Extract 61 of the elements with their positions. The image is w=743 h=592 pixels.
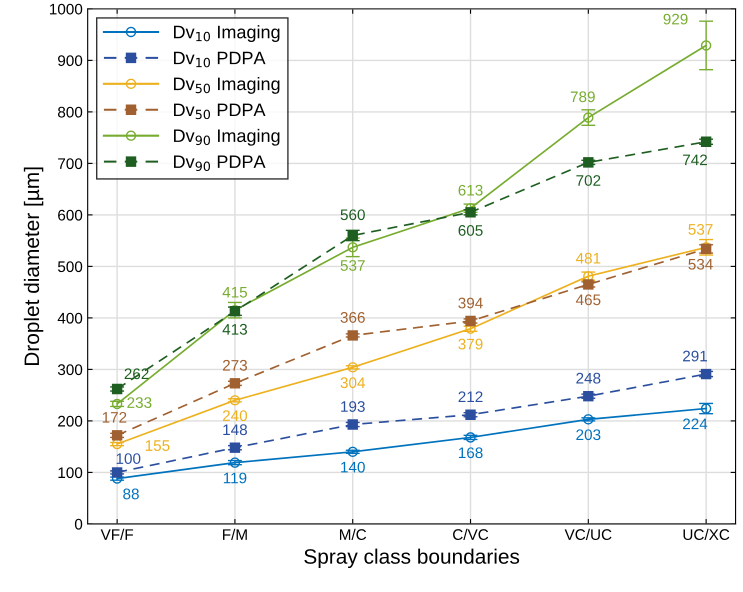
data-label: 379 xyxy=(458,338,483,350)
data-label: 465 xyxy=(576,294,600,306)
data-label: 929 xyxy=(664,14,688,25)
y-tick-label: 1000 xyxy=(50,4,82,15)
data-label: 172 xyxy=(102,412,126,423)
legend-label: Dv$_{50}$ PDPA xyxy=(174,104,266,120)
x-tick-label: VC/UC xyxy=(564,528,612,540)
y-tick-label: 200 xyxy=(58,416,82,427)
x-tick-label: F/M xyxy=(223,528,247,540)
legend-label: Dv$_{90}$ Imaging xyxy=(174,128,280,146)
data-label: 291 xyxy=(683,350,708,362)
data-label: 193 xyxy=(341,401,365,412)
data-label: 415 xyxy=(222,286,248,298)
y-tick-label: 600 xyxy=(58,210,82,221)
data-label: 789 xyxy=(570,91,595,102)
x-axis-title: Spray class boundaries xyxy=(304,548,520,568)
legend-label: Dv$_{10}$ Imaging xyxy=(174,25,280,42)
data-label: 140 xyxy=(341,462,365,473)
legend-label: Dv$_{50}$ Imaging xyxy=(174,76,280,94)
data-label: 304 xyxy=(340,377,366,388)
data-label: 88 xyxy=(123,488,139,500)
data-label: 537 xyxy=(688,224,713,235)
data-label: 481 xyxy=(576,252,600,264)
legend-label: Dv$_{10}$ PDPA xyxy=(174,52,266,68)
data-label: 262 xyxy=(124,368,149,380)
data-label: 212 xyxy=(458,391,482,402)
data-label: 148 xyxy=(223,424,248,436)
y-tick-label: 900 xyxy=(58,55,82,66)
x-tick-label: UC/XC xyxy=(684,528,730,540)
data-label: 224 xyxy=(683,418,708,430)
y-axis-title: Droplet diameter [µm] xyxy=(24,168,44,366)
y-tick-label: 800 xyxy=(58,106,82,118)
data-label: 413 xyxy=(222,324,247,335)
data-label: 100 xyxy=(116,453,140,464)
data-label: 240 xyxy=(222,410,248,422)
data-label: 119 xyxy=(224,472,246,484)
y-tick-label: 400 xyxy=(58,312,82,324)
y-tick-label: 700 xyxy=(58,158,82,170)
y-tick-label: 100 xyxy=(58,467,82,478)
x-tick-label: C/VC xyxy=(453,528,488,540)
data-label: 702 xyxy=(576,175,600,186)
data-label: 742 xyxy=(683,154,707,166)
data-label: 394 xyxy=(458,298,483,308)
data-label: 203 xyxy=(576,429,600,440)
data-label: 168 xyxy=(458,447,483,458)
data-label: 560 xyxy=(340,209,365,220)
x-tick-label: M/C xyxy=(340,528,366,540)
data-label: 613 xyxy=(458,184,483,196)
y-tick-label: 500 xyxy=(58,261,82,272)
data-label: 155 xyxy=(146,440,170,451)
x-tick-label: VF/F xyxy=(100,528,134,540)
legend-label: Dv$_{90}$ PDPA xyxy=(174,155,266,172)
data-label: 534 xyxy=(688,258,713,270)
data-label: 366 xyxy=(340,312,365,323)
y-tick-label: 300 xyxy=(58,364,82,376)
data-label: 605 xyxy=(458,225,483,236)
data-label: 233 xyxy=(127,397,152,408)
data-label: 248 xyxy=(576,372,600,384)
data-label: 537 xyxy=(340,260,365,271)
y-tick-label: 0 xyxy=(74,518,82,530)
data-label: 273 xyxy=(222,360,247,371)
